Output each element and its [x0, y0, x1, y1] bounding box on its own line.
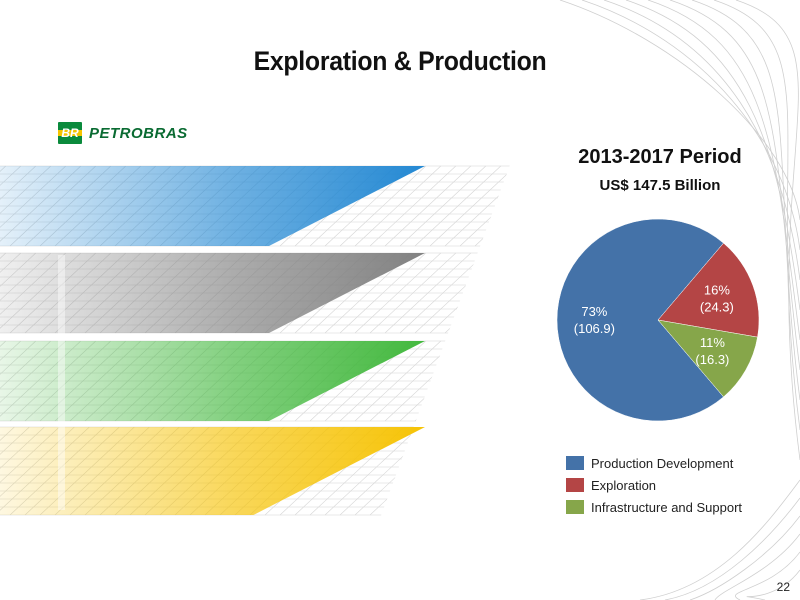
corner-curves [559, 0, 800, 600]
pie-slice-production-development [556, 218, 724, 422]
pie-slice-infrastructure-and-support [657, 319, 758, 398]
pie-percent-label: 73% [581, 304, 607, 319]
pie-chart: 73% (106.9) 16% (24.3) 11% (16.3) [556, 218, 760, 422]
pie-percent-label: 16% [704, 283, 730, 298]
chart-legend: Production Development Exploration Infra… [566, 452, 742, 518]
pie-percent-label: 11% [700, 335, 725, 350]
legend-item-exploration: Exploration [566, 474, 742, 496]
chart-subtitle: US$ 147.5 Billion [599, 177, 721, 194]
layer-gray [0, 253, 425, 333]
br-logo-icon: BR [58, 122, 82, 144]
legend-swatch [566, 456, 584, 470]
petrobras-logo: BR PETROBRAS [58, 121, 188, 145]
legend-label: Infrastructure and Support [591, 499, 743, 515]
legend-swatch [566, 500, 584, 514]
light-beam [58, 255, 65, 510]
page-title: Exploration & Production [253, 46, 547, 76]
chart-title: 2013-2017 Period [578, 146, 742, 168]
layer-blue [0, 166, 425, 246]
pie-value-label: (16.3) [695, 352, 729, 367]
page-number: 22 [776, 580, 790, 594]
legend-item-production-development: Production Development [566, 452, 742, 474]
legend-label: Exploration [591, 477, 657, 493]
legend-swatch [566, 478, 584, 492]
layer-green [0, 341, 425, 421]
pie-value-label: (24.3) [700, 300, 734, 315]
legend-item-infrastructure-support: Infrastructure and Support [566, 496, 742, 518]
pie-value-label: (106.9) [574, 321, 615, 336]
layer-yellow [0, 427, 425, 515]
legend-label: Production Development [591, 455, 734, 471]
logo-company-name: PETROBRAS [89, 124, 188, 142]
pie-slice-exploration [657, 242, 760, 338]
